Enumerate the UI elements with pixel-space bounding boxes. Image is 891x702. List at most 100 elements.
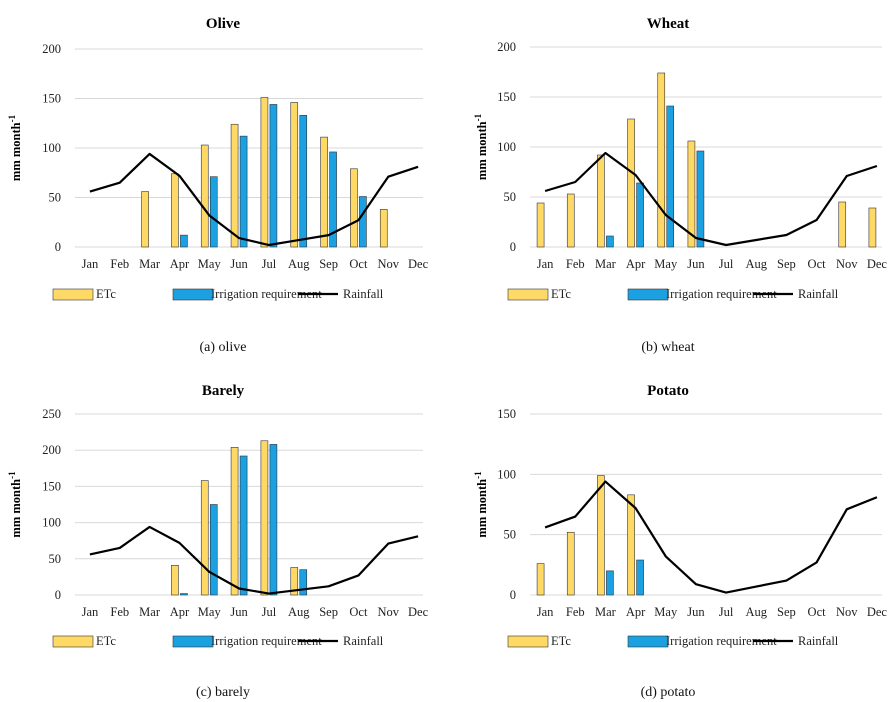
bar-irrigation-sep — [329, 151, 337, 248]
bar-irrigation-may — [666, 105, 675, 248]
legend-label-rainfall: Rainfall — [798, 634, 839, 648]
chart-title: Olive — [206, 16, 241, 32]
legend-swatch-irrigation — [172, 288, 214, 301]
y-tick-label: 150 — [42, 92, 61, 106]
x-tick-label: Apr — [626, 257, 646, 271]
bar-etc-feb — [566, 531, 575, 596]
y-axis-label: mm month-1 — [473, 471, 489, 538]
y-tick-label: 150 — [42, 479, 61, 493]
bar-irrigation-jun — [696, 150, 705, 248]
y-tick-label: 200 — [497, 40, 516, 54]
bar-etc-oct — [350, 168, 358, 248]
legend-label-rainfall: Rainfall — [798, 287, 839, 301]
legend-label-etc: ETc — [551, 634, 571, 648]
x-tick-label: Feb — [110, 257, 129, 271]
bar-etc-may — [200, 480, 209, 596]
x-tick-label: Sep — [319, 257, 338, 271]
x-tick-label: Jun — [230, 257, 248, 271]
x-tick-label: Mar — [139, 605, 161, 619]
x-tick-label: Dec — [408, 605, 429, 619]
bar-irrigation-aug — [299, 569, 308, 596]
x-tick-label: Aug — [288, 257, 310, 271]
legend: ETc Irrigation requirement Rainfall — [52, 634, 384, 648]
chart-panel-wheat: Wheat 0 50 100 150 200 mm month-1 Jan Feb Mar Apr M… — [473, 16, 887, 355]
bar-etc-jul — [260, 97, 269, 248]
legend-label-etc: ETc — [551, 287, 571, 301]
x-tick-label: Sep — [777, 257, 796, 271]
x-tick-label: Apr — [170, 257, 190, 271]
chart-panel-potato: Potato 0 50 100 150 mm month-1 Jan Feb Mar Apr May… — [473, 383, 887, 700]
chart-panel-barely: Barely 0 50 100 150 200 250 mm month-1 Jan Feb Mar… — [7, 383, 429, 700]
legend-swatch-irrigation — [172, 635, 214, 648]
x-tick-label: Feb — [566, 257, 585, 271]
x-tick-label: Mar — [595, 605, 617, 619]
bar-etc-mar — [141, 191, 149, 248]
y-tick-label: 100 — [497, 467, 516, 481]
x-tick-label: Nov — [836, 605, 858, 619]
figure-caption: (a) olive — [199, 340, 246, 355]
y-tick-label: 0 — [55, 588, 61, 602]
x-tick-label: May — [198, 257, 222, 271]
x-tick-label: Jan — [82, 605, 99, 619]
figure-caption: (b) wheat — [641, 340, 694, 355]
legend-label-rainfall: Rainfall — [343, 287, 384, 301]
y-tick-label: 50 — [49, 552, 62, 566]
x-tick-label: Aug — [745, 605, 767, 619]
bar-etc-nov — [838, 201, 847, 248]
x-tick-label: May — [198, 605, 222, 619]
bar-irrigation-may — [209, 504, 218, 596]
x-tick-label: Apr — [626, 605, 646, 619]
x-tick-label: Dec — [867, 605, 888, 619]
x-tick-label: Oct — [349, 605, 368, 619]
legend-label-irrigation: Irrigation requirement — [666, 287, 777, 301]
x-tick-label: Nov — [836, 257, 858, 271]
bar-etc-jan — [536, 563, 545, 596]
legend-swatch-irrigation — [627, 635, 669, 648]
y-axis-label: mm month-1 — [7, 471, 23, 538]
x-tick-label: Jan — [537, 257, 554, 271]
bar-etc-may — [657, 72, 666, 248]
legend-swatch-etc — [52, 288, 94, 301]
y-tick-label: 50 — [504, 190, 517, 204]
bar-etc-apr — [171, 173, 179, 248]
y-axis-label: mm month-1 — [473, 113, 489, 180]
y-tick-label: 0 — [510, 240, 516, 254]
bar-etc-may — [200, 144, 209, 248]
figure-caption: (d) potato — [641, 685, 696, 700]
x-tick-label: Jun — [230, 605, 248, 619]
x-tick-label: Jan — [537, 605, 554, 619]
legend: ETc Irrigation requirement Rainfall — [507, 287, 839, 301]
bar-etc-jun — [230, 447, 239, 596]
y-tick-label: 50 — [49, 191, 62, 205]
x-tick-label: Mar — [139, 257, 161, 271]
legend-swatch-irrigation — [627, 288, 669, 301]
y-tick-label: 150 — [497, 407, 516, 421]
bar-etc-jun — [687, 140, 696, 248]
legend-label-rainfall: Rainfall — [343, 634, 384, 648]
y-tick-label: 50 — [504, 528, 517, 542]
bar-irrigation-oct — [359, 196, 367, 248]
y-axis-label: mm month-1 — [7, 114, 23, 181]
x-tick-label: Sep — [319, 605, 338, 619]
bar-etc-jan — [536, 202, 545, 248]
legend-label-irrigation: Irrigation requirement — [666, 634, 777, 648]
line-rainfall — [544, 480, 878, 594]
legend: ETc Irrigation requirement Rainfall — [52, 287, 384, 301]
chart-panel-olive: Olive 0 50 100 150 200 mm month-1 Jan Feb Mar Apr M… — [7, 16, 429, 355]
x-tick-label: Jun — [687, 257, 705, 271]
bar-irrigation-mar — [606, 570, 614, 596]
y-tick-label: 0 — [55, 240, 61, 254]
bar-etc-feb — [566, 193, 575, 248]
bar-etc-jul — [260, 440, 269, 596]
bar-etc-nov — [379, 209, 388, 248]
x-tick-label: Jun — [687, 605, 705, 619]
bar-irrigation-jun — [239, 135, 248, 248]
x-tick-label: Apr — [170, 605, 190, 619]
bar-irrigation-may — [209, 176, 218, 248]
bar-etc-aug — [290, 567, 299, 596]
bar-irrigation-apr — [636, 182, 644, 248]
legend-swatch-etc — [507, 635, 549, 648]
y-tick-label: 100 — [497, 140, 516, 154]
bar-irrigation-jun — [239, 455, 248, 596]
